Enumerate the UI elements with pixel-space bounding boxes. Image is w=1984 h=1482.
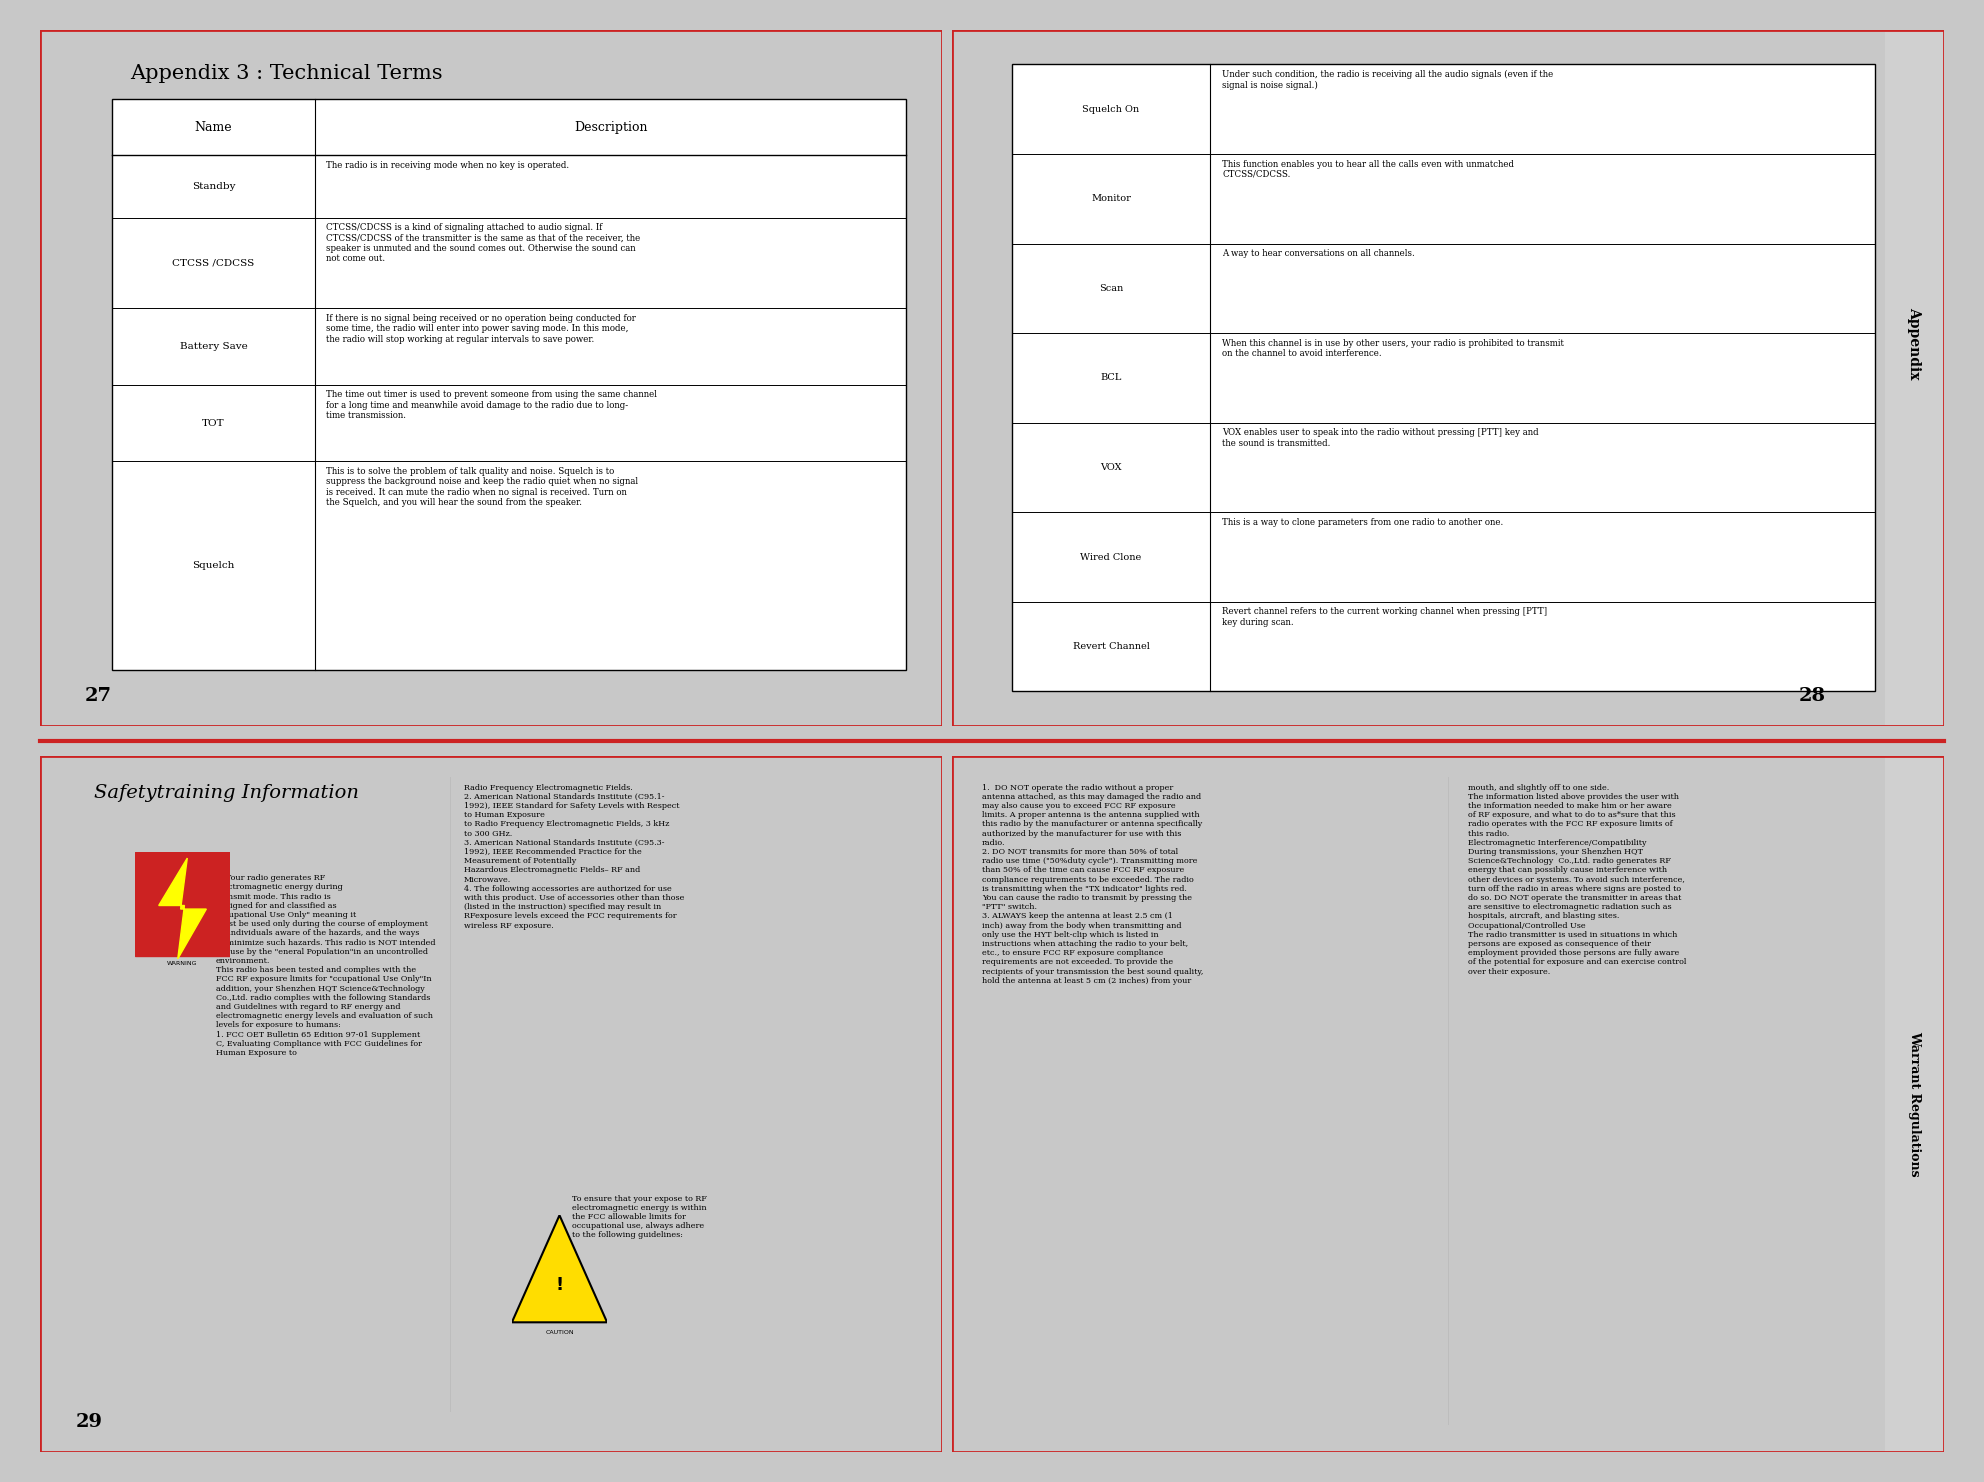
Text: CTCSS /CDCSS: CTCSS /CDCSS [173, 258, 254, 267]
Polygon shape [512, 1215, 607, 1322]
Text: BCL: BCL [1101, 373, 1121, 382]
Text: This function enables you to hear all the calls even with unmatched
CTCSS/CDCSS.: This function enables you to hear all th… [1222, 160, 1514, 179]
Text: This is a way to clone parameters from one radio to another one.: This is a way to clone parameters from o… [1222, 517, 1504, 526]
Text: The time out timer is used to prevent someone from using the same channel
for a : The time out timer is used to prevent so… [325, 390, 657, 421]
Bar [1012, 65, 1875, 691]
Text: Safetytraining Information: Safetytraining Information [93, 784, 359, 802]
Text: Revert Channel: Revert Channel [1073, 642, 1149, 651]
Text: Wired Clone: Wired Clone [1081, 553, 1141, 562]
Polygon shape [159, 858, 206, 959]
Bar [1885, 30, 1944, 726]
Text: Squelch On: Squelch On [1083, 105, 1139, 114]
Bar [111, 99, 907, 670]
Text: Appendix 3 : Technical Terms: Appendix 3 : Technical Terms [131, 65, 442, 83]
Text: Scan: Scan [1099, 285, 1123, 293]
Text: TOT: TOT [202, 419, 224, 428]
Text: WARNING: WARNING [167, 960, 198, 966]
Text: Appendix: Appendix [1907, 307, 1922, 379]
Text: Name: Name [194, 120, 232, 133]
Text: CAUTION: CAUTION [546, 1329, 573, 1335]
Text: 27: 27 [85, 688, 111, 705]
Text: Description: Description [573, 120, 647, 133]
Text: When this channel is in use by other users, your radio is prohibited to transmit: When this channel is in use by other use… [1222, 339, 1563, 359]
Text: This is to solve the problem of talk quality and noise. Squelch is to
suppress t: This is to solve the problem of talk qua… [325, 467, 639, 507]
Text: VOX: VOX [1101, 462, 1121, 471]
Text: The radio is in receiving mode when no key is operated.: The radio is in receiving mode when no k… [325, 160, 569, 169]
Text: !: ! [556, 1276, 563, 1294]
Text: mouth, and slightly off to one side.
The information listed above provides the u: mouth, and slightly off to one side. The… [1468, 784, 1686, 975]
Text: Battery Save: Battery Save [181, 342, 248, 351]
Text: VOX enables user to speak into the radio without pressing [PTT] key and
the soun: VOX enables user to speak into the radio… [1222, 428, 1540, 448]
Text: If there is no signal being received or no operation being conducted for
some ti: If there is no signal being received or … [325, 314, 635, 344]
Text: Your radio generates RF
electromagnetic energy during
transmit mode. This radio : Your radio generates RF electromagnetic … [216, 874, 434, 1057]
Text: To ensure that your expose to RF
electromagnetic energy is within
the FCC allowa: To ensure that your expose to RF electro… [571, 1194, 706, 1239]
Text: Squelch: Squelch [192, 562, 234, 571]
Bar [135, 852, 230, 956]
Text: Under such condition, the radio is receiving all the audio signals (even if the
: Under such condition, the radio is recei… [1222, 70, 1553, 90]
Text: 28: 28 [1798, 688, 1825, 705]
Text: Warrant Regulations: Warrant Regulations [1909, 1031, 1921, 1177]
Text: A way to hear conversations on all channels.: A way to hear conversations on all chann… [1222, 249, 1415, 258]
Bar [1885, 756, 1944, 1452]
Text: Revert channel refers to the current working channel when pressing [PTT]
key dur: Revert channel refers to the current wor… [1222, 608, 1548, 627]
Text: Standby: Standby [192, 182, 236, 191]
Text: 1.  DO NOT operate the radio without a proper
antenna attached, as this may dama: 1. DO NOT operate the radio without a pr… [982, 784, 1204, 986]
Text: 29: 29 [75, 1414, 103, 1432]
Text: Monitor: Monitor [1091, 194, 1131, 203]
Text: Radio Frequency Electromagnetic Fields.
2. American National Standards Institute: Radio Frequency Electromagnetic Fields. … [464, 784, 684, 929]
Text: CTCSS/CDCSS is a kind of signaling attached to audio signal. If
CTCSS/CDCSS of t: CTCSS/CDCSS is a kind of signaling attac… [325, 224, 641, 264]
